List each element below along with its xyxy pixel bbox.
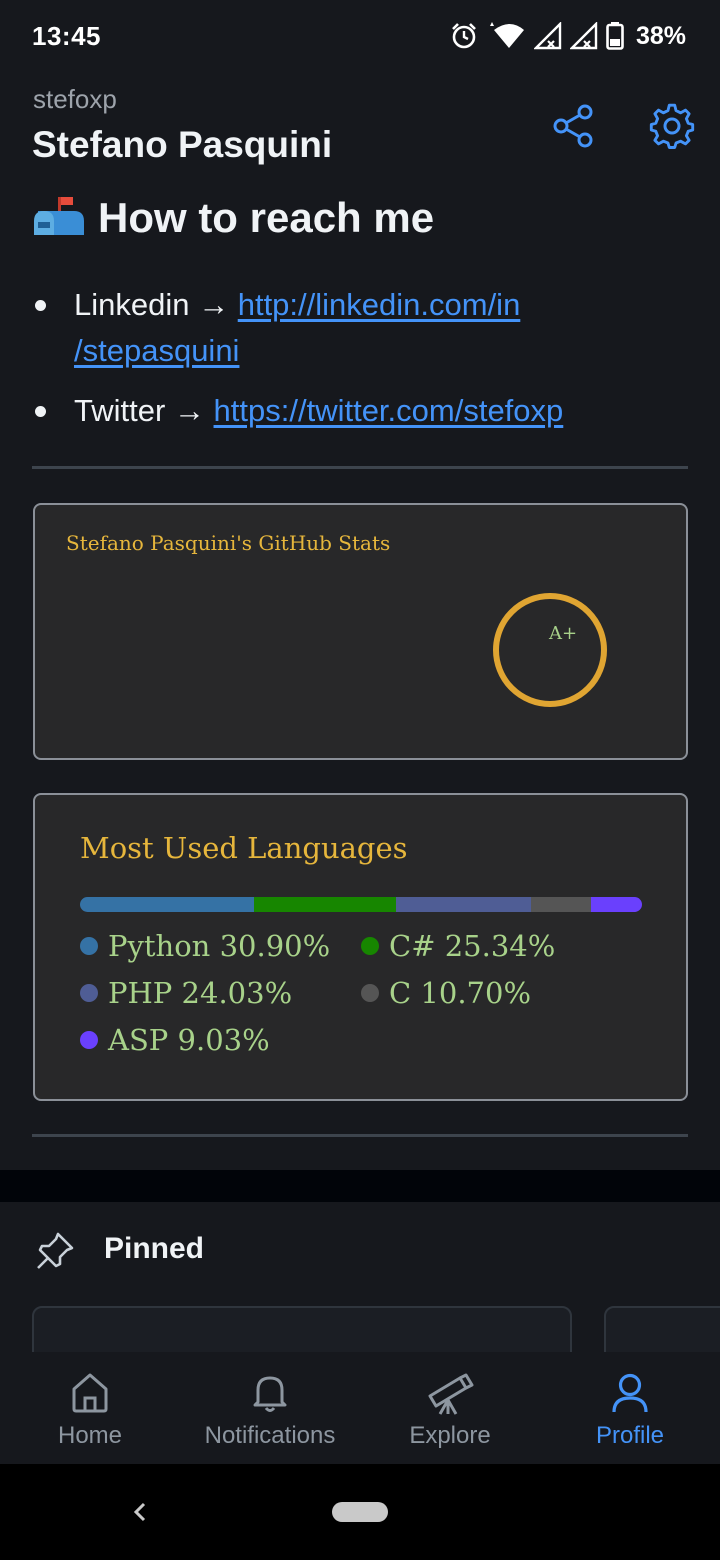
battery-level: 38%	[635, 21, 686, 50]
header-display-name: Stefano Pasquini	[32, 124, 333, 165]
nav-label: Explore	[409, 1422, 491, 1449]
status-icons: 38%	[450, 22, 686, 51]
pinned-title: Pinned	[104, 1232, 205, 1265]
languages-bar-segment	[396, 897, 532, 912]
readme-heading-text: How to reach me	[98, 194, 435, 241]
linkedin-link[interactable]: http://linkedin.com/in	[237, 287, 521, 322]
legend-item-c: C 10.70%	[361, 976, 531, 1010]
languages-bar-segment	[531, 897, 592, 912]
legend-dot	[361, 937, 379, 955]
rank-ring	[493, 593, 607, 707]
legend-label: PHP	[108, 976, 173, 1010]
stats-card-title: Stefano Pasquini's GitHub Stats	[66, 531, 391, 555]
contact-list: Linkedin → http://linkedin.com/in /stepa…	[32, 282, 688, 434]
nav-item-explore[interactable]: Explore	[360, 1352, 540, 1464]
alarm-icon	[452, 23, 476, 49]
telescope-icon	[428, 1373, 474, 1415]
legend-percent: 25.34%	[444, 929, 556, 963]
legend-percent: 10.70%	[420, 976, 531, 1010]
home-icon	[72, 1373, 108, 1413]
languages-card-title: Most Used Languages	[80, 831, 408, 865]
person-icon	[612, 1373, 648, 1413]
languages-bar	[80, 897, 642, 912]
contact-label: Linkedin →	[74, 287, 230, 322]
legend-dot	[80, 1031, 98, 1049]
home-pill[interactable]	[332, 1502, 388, 1522]
legend-label: Python	[108, 929, 211, 963]
header-username: stefoxp	[33, 84, 117, 114]
nav-item-home[interactable]: Home	[0, 1352, 180, 1464]
share-button[interactable]	[548, 100, 600, 152]
list-bullet	[35, 300, 46, 311]
bell-icon	[253, 1376, 287, 1412]
most-used-languages-card: Most Used Languages Python 30.90% C# 25.…	[33, 793, 688, 1101]
nav-label: Profile	[595, 1422, 665, 1449]
legend-dot	[80, 937, 98, 955]
status-time: 13:45	[32, 20, 101, 51]
nav-label: Notifications	[204, 1422, 336, 1449]
nav-item-notifications[interactable]: Notifications	[180, 1352, 360, 1464]
legend-percent: 30.90%	[219, 929, 331, 963]
signal-icon	[533, 22, 562, 50]
list-bullet	[35, 406, 46, 417]
status-bar: 13:45 38%	[0, 0, 720, 72]
list-item: Linkedin → http://linkedin.com/in /stepa…	[32, 282, 688, 374]
system-navigation-bar	[0, 1464, 720, 1560]
rank-grade: A+	[549, 623, 578, 644]
legend-dot	[361, 984, 379, 1002]
linkedin-link-continued[interactable]: /stepasquini	[74, 333, 240, 368]
divider	[32, 466, 688, 469]
gear-icon	[649, 103, 695, 149]
legend-label: C	[389, 976, 412, 1010]
languages-bar-segment	[253, 897, 397, 912]
legend-label: C#	[389, 929, 436, 963]
legend-dot	[80, 984, 98, 1002]
twitter-link[interactable]: https://twitter.com/stefoxp	[213, 393, 564, 428]
github-stats-card: Stefano Pasquini's GitHub Stats A+	[33, 503, 688, 760]
profile-header: stefoxp Stefano Pasquini	[0, 72, 720, 186]
languages-bar-segment	[591, 897, 642, 912]
legend-item-php: PHP 24.03%	[80, 976, 292, 1010]
list-item: Twitter → https://twitter.com/stefoxp	[32, 388, 688, 434]
divider	[32, 1134, 688, 1137]
mailbox-icon	[34, 197, 84, 235]
contact-label: Twitter →	[74, 393, 205, 428]
signal-icon	[569, 22, 598, 50]
pin-icon	[37, 1232, 74, 1269]
legend-item-asp: ASP 9.03%	[80, 1023, 270, 1057]
nav-item-profile[interactable]: Profile	[540, 1352, 720, 1464]
legend-percent: 9.03%	[177, 1023, 270, 1057]
share-icon	[553, 104, 593, 148]
readme-heading: How to reach me	[32, 194, 434, 242]
battery-icon	[606, 22, 624, 50]
bottom-navigation: Home Notifications Explore Profile	[0, 1352, 720, 1464]
section-separator	[0, 1170, 720, 1202]
legend-item-python: Python 30.90%	[80, 929, 330, 963]
pinned-section: Pinned	[0, 1202, 720, 1366]
legend-item-csharp: C# 25.34%	[361, 929, 555, 963]
back-icon[interactable]	[126, 1494, 154, 1530]
settings-button[interactable]	[646, 100, 698, 152]
legend-label: ASP	[108, 1023, 169, 1057]
legend-percent: 24.03%	[181, 976, 293, 1010]
languages-bar-segment	[80, 897, 254, 912]
nav-label: Home	[57, 1422, 123, 1449]
wifi-icon	[489, 22, 524, 48]
